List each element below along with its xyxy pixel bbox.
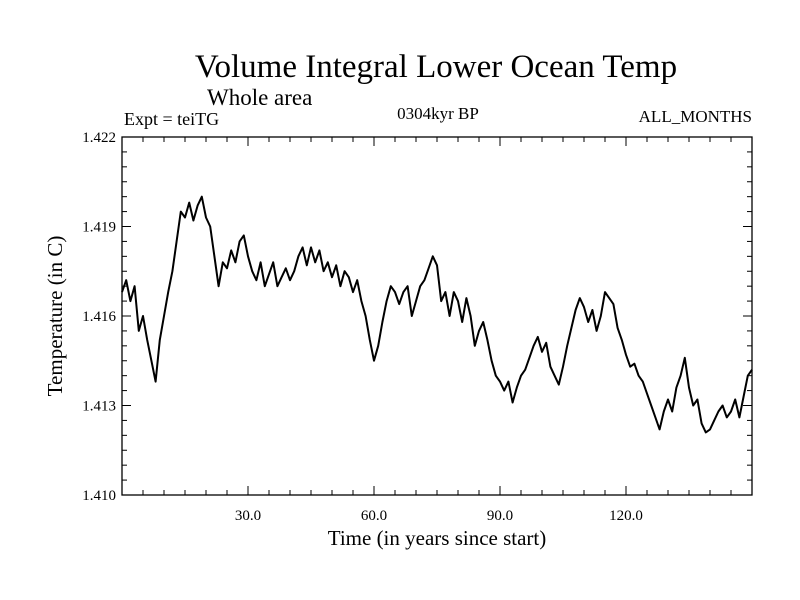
y-tick-label: 1.410	[82, 488, 116, 504]
experiment-label: Expt = teiTG	[124, 109, 219, 129]
x-tick-label: 60.0	[361, 508, 387, 524]
y-axis-label: Temperature (in C)	[43, 236, 67, 397]
y-tick-label: 1.419	[82, 220, 116, 236]
y-tick-label: 1.422	[82, 130, 116, 146]
axis-tick-labels: 30.0 60.0 90.0 120.0 1.410 1.413 1.416 1.419 1.4…	[82, 130, 643, 524]
y-tick-label: 1.413	[82, 399, 116, 415]
y-tick-label: 1.416	[82, 309, 116, 325]
axis-ticks	[122, 137, 752, 495]
period-label: 0304kyr BP	[397, 104, 479, 123]
plot-frame	[121, 136, 753, 496]
chart-subtitle: Whole area	[207, 85, 312, 110]
chart-title: Volume Integral Lower Ocean Temp	[195, 49, 677, 85]
x-tick-label: 90.0	[487, 508, 513, 524]
months-label: ALL_MONTHS	[639, 107, 752, 126]
x-tick-label: 30.0	[235, 508, 261, 524]
series-line	[121, 195, 753, 434]
x-tick-label: 120.0	[609, 508, 643, 524]
x-axis-label: Time (in years since start)	[328, 526, 547, 550]
